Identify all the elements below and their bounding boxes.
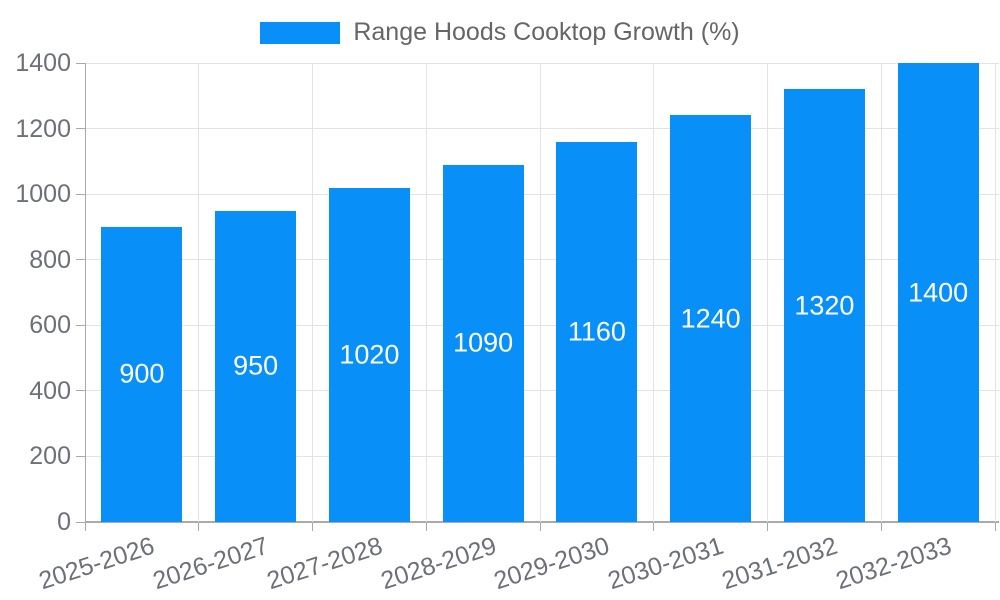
- bar[interactable]: [101, 226, 183, 522]
- x-gridline: [767, 63, 768, 522]
- x-axis-tick: [994, 522, 996, 531]
- x-gridline: [312, 63, 313, 522]
- y-axis-tick: [76, 390, 85, 392]
- x-axis-label: 2026-2027: [149, 531, 272, 596]
- x-axis-label: 2029-2030: [490, 531, 614, 596]
- x-axis-tick: [653, 522, 655, 531]
- x-axis-label: 2028-2029: [377, 531, 500, 596]
- x-gridline: [198, 63, 200, 522]
- x-gridline: [425, 63, 427, 522]
- bar-value-label: 1240: [680, 303, 741, 334]
- x-axis-tick: [880, 522, 882, 531]
- y-axis-label: 800: [29, 245, 71, 274]
- y-axis-label: 400: [29, 376, 71, 405]
- y-gridline: [85, 62, 999, 64]
- y-axis-label: 1200: [15, 114, 71, 143]
- legend-label: Range Hoods Cooktop Growth (%): [353, 18, 740, 46]
- y-axis-tick: [76, 62, 85, 64]
- legend-swatch-icon: [260, 21, 341, 44]
- bar-value-label: 950: [233, 350, 279, 381]
- x-gridline: [994, 63, 996, 522]
- x-axis-label: 2032-2033: [832, 531, 955, 596]
- y-gridline: [85, 390, 999, 392]
- bar[interactable]: [783, 89, 865, 522]
- x-axis-line: [85, 521, 999, 523]
- bar[interactable]: [215, 210, 297, 522]
- bar-value-label: 1320: [794, 290, 855, 321]
- legend[interactable]: Range Hoods Cooktop Growth (%): [0, 20, 1000, 45]
- x-axis-label: 2030-2031: [604, 531, 727, 596]
- y-axis-tick: [76, 259, 85, 261]
- x-gridline: [539, 63, 541, 522]
- bar[interactable]: [670, 115, 752, 522]
- y-axis-label: 1400: [15, 49, 71, 77]
- x-gridline: [653, 63, 655, 522]
- y-axis-label: 600: [29, 311, 71, 340]
- x-axis-tick: [312, 522, 313, 531]
- bar[interactable]: [556, 141, 638, 522]
- x-axis-label: 2025-2026: [35, 531, 159, 596]
- y-axis-label: 1000: [15, 180, 71, 209]
- y-axis-label: 200: [29, 442, 71, 471]
- y-gridline: [85, 193, 999, 195]
- x-axis-tick: [84, 522, 86, 531]
- bar-value-label: 1020: [339, 339, 400, 370]
- y-gridline: [85, 259, 999, 261]
- x-axis-label: 2031-2032: [718, 531, 841, 596]
- y-axis-tick: [76, 324, 85, 326]
- y-gridline: [85, 128, 999, 130]
- y-axis-line: [84, 63, 86, 522]
- y-gridline: [85, 455, 999, 457]
- y-axis-label: 0: [57, 508, 71, 536]
- y-axis-tick: [76, 128, 85, 130]
- y-axis-tick: [76, 193, 85, 195]
- bar-value-label: 1160: [567, 316, 626, 347]
- y-axis-tick: [76, 455, 85, 457]
- x-gridline: [880, 63, 882, 522]
- bar-value-label: 1400: [908, 277, 969, 307]
- bar[interactable]: [897, 63, 979, 522]
- x-axis-tick: [539, 522, 541, 531]
- bar-value-label: 900: [119, 358, 165, 389]
- y-gridline: [85, 324, 999, 326]
- bar[interactable]: [328, 187, 410, 522]
- bar[interactable]: [442, 164, 524, 522]
- bar-value-label: 1090: [453, 327, 514, 358]
- x-axis-tick: [767, 522, 768, 531]
- x-axis-tick: [198, 522, 200, 531]
- y-axis-tick: [76, 521, 85, 523]
- x-axis-label: 2027-2028: [263, 531, 386, 596]
- x-axis-tick: [425, 522, 427, 531]
